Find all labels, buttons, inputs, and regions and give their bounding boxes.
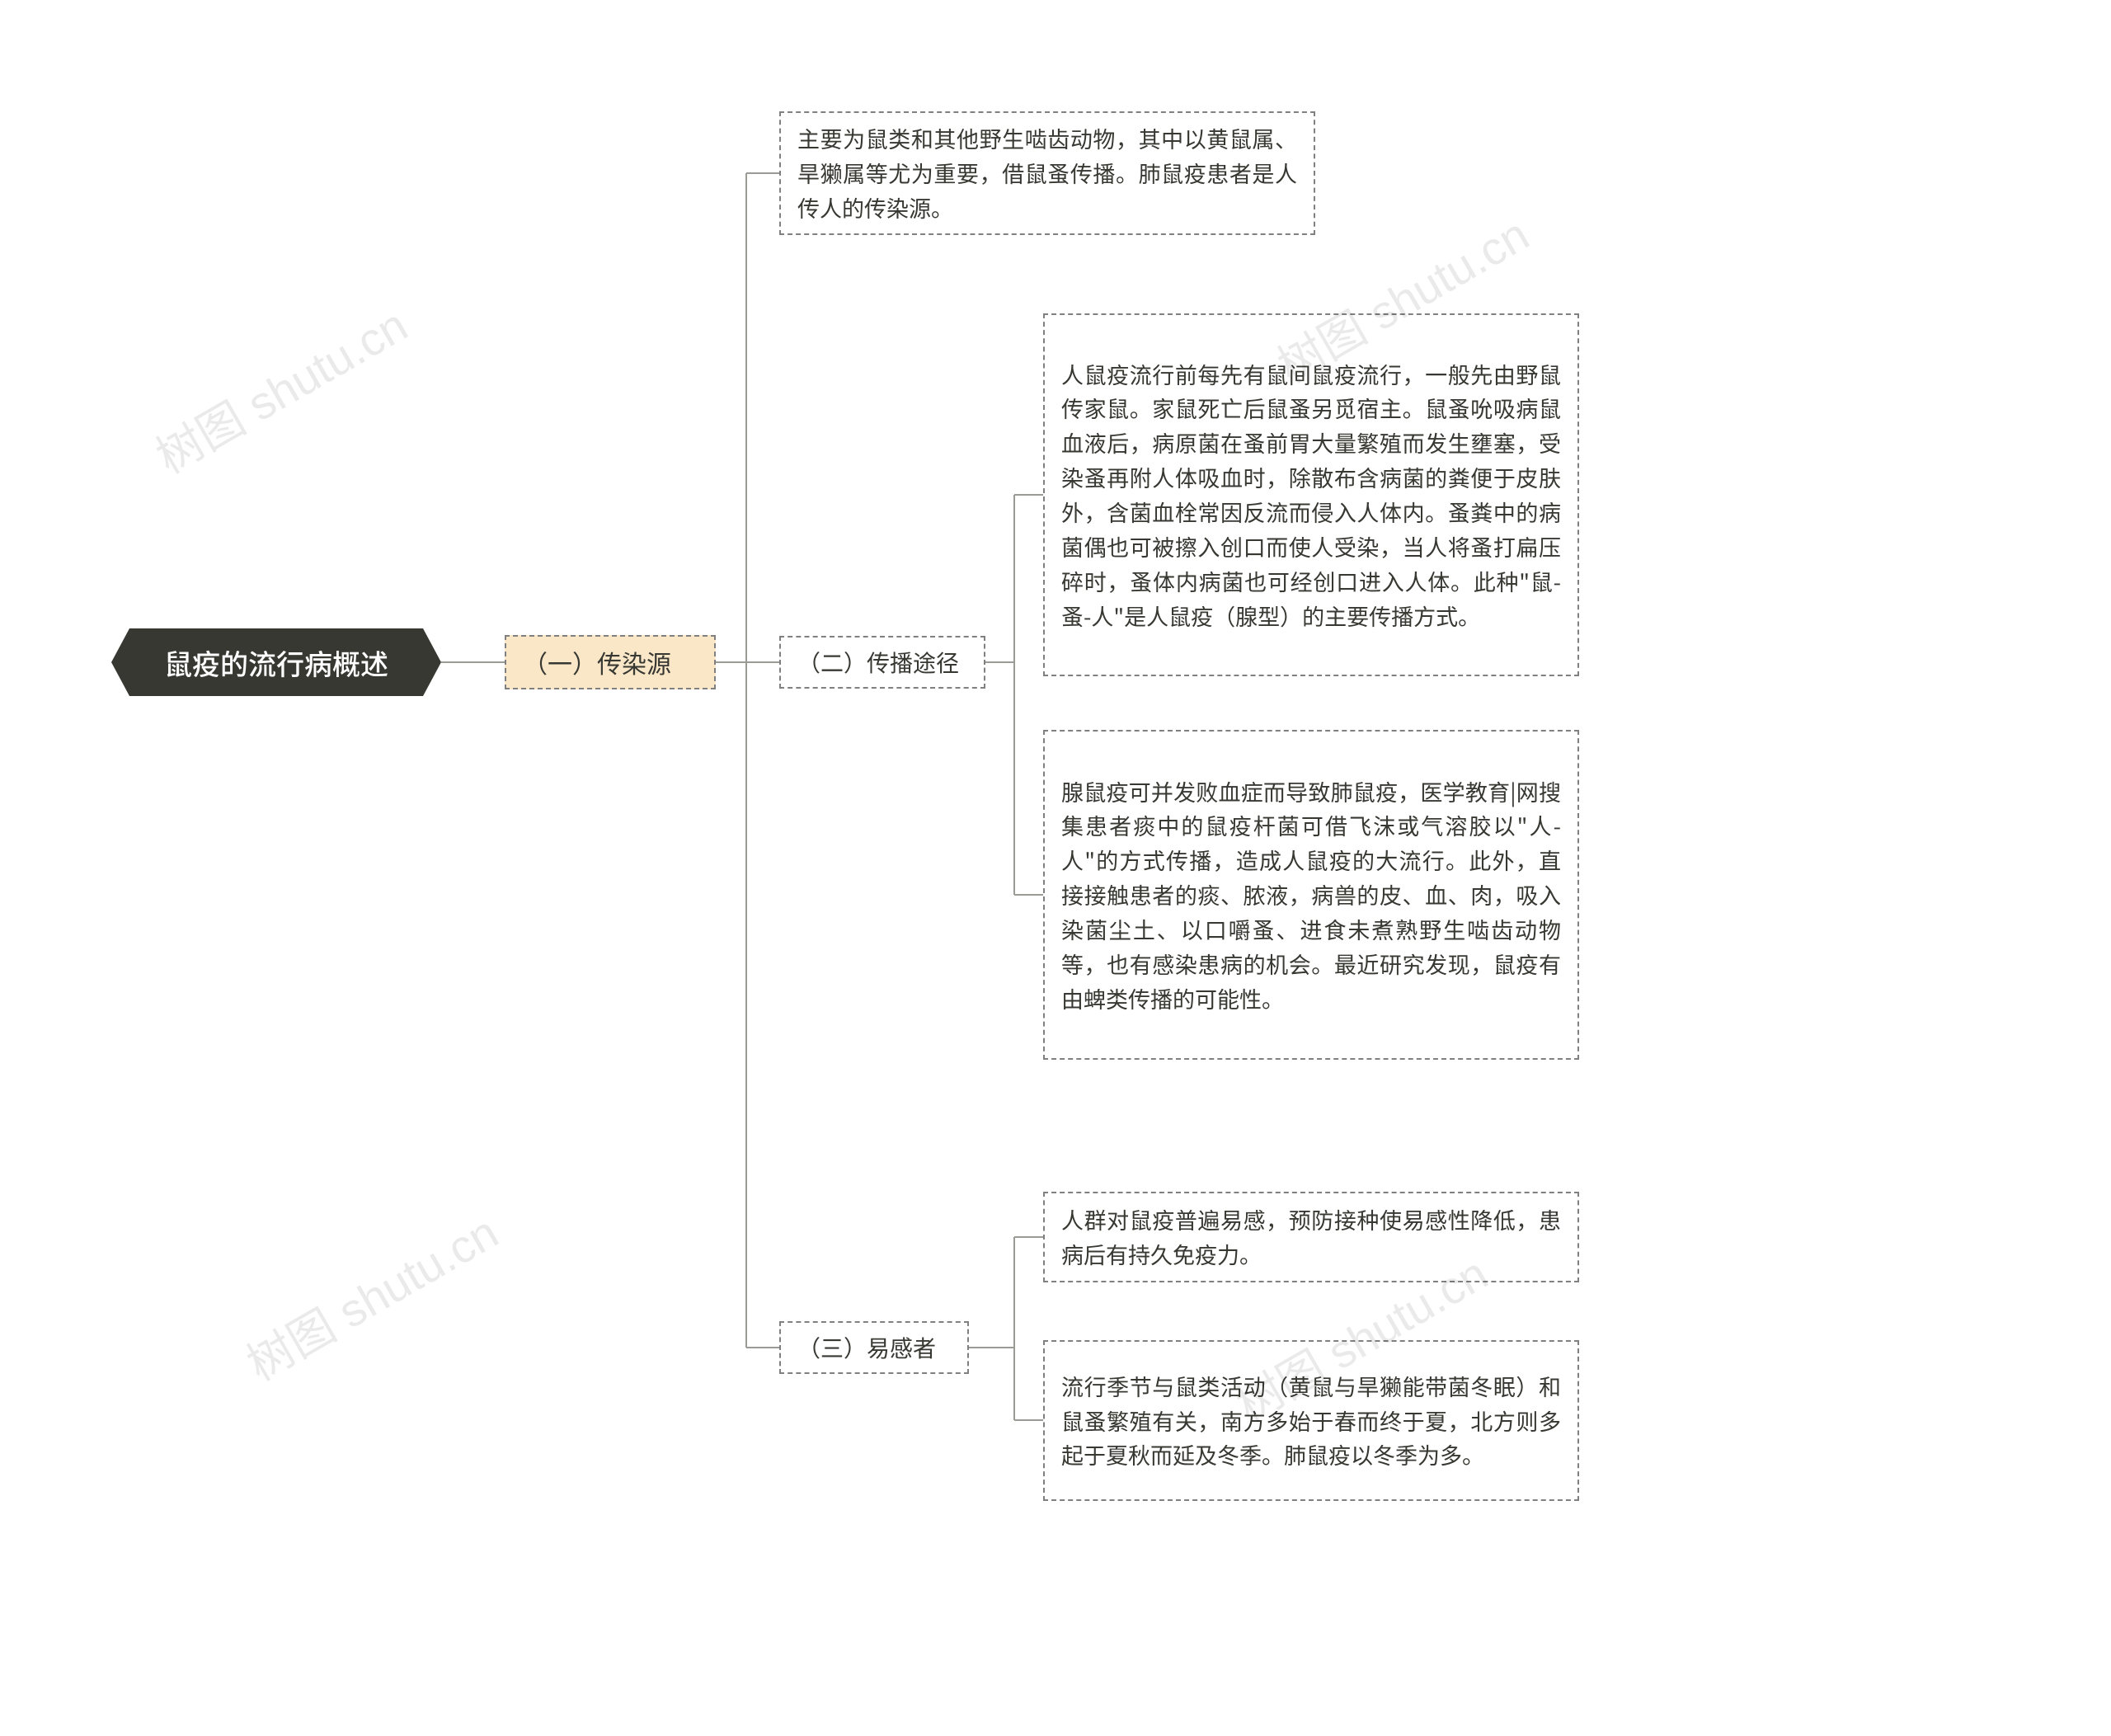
- watermark: 树图 shutu.cn: [142, 289, 417, 487]
- node-infection-source[interactable]: （一）传染源: [505, 635, 716, 689]
- node-transmission-route[interactable]: （二）传播途径: [779, 636, 985, 689]
- node-susceptible[interactable]: （三）易感者: [779, 1321, 969, 1374]
- leaf-susceptible-1[interactable]: 人群对鼠疫普遍易感，预防接种使易感性降低，患病后有持久免疫力。: [1043, 1192, 1579, 1282]
- leaf-route-2[interactable]: 腺鼠疫可并发败血症而导致肺鼠疫，医学教育|网搜集患者痰中的鼠疫杆菌可借飞沫或气溶…: [1043, 730, 1579, 1060]
- leaf-route-1[interactable]: 人鼠疫流行前每先有鼠间鼠疫流行，一般先由野鼠传家鼠。家鼠死亡后鼠蚤另觅宿主。鼠蚤…: [1043, 313, 1579, 676]
- leaf-susceptible-2[interactable]: 流行季节与鼠类活动（黄鼠与旱獭能带菌冬眠）和鼠蚤繁殖有关，南方多始于春而终于夏，…: [1043, 1340, 1579, 1501]
- leaf-source-desc[interactable]: 主要为鼠类和其他野生啮齿动物，其中以黄鼠属、旱獭属等尤为重要，借鼠蚤传播。肺鼠疫…: [779, 111, 1315, 235]
- root-node[interactable]: 鼠疫的流行病概述: [111, 628, 441, 696]
- watermark: 树图 shutu.cn: [233, 1197, 508, 1395]
